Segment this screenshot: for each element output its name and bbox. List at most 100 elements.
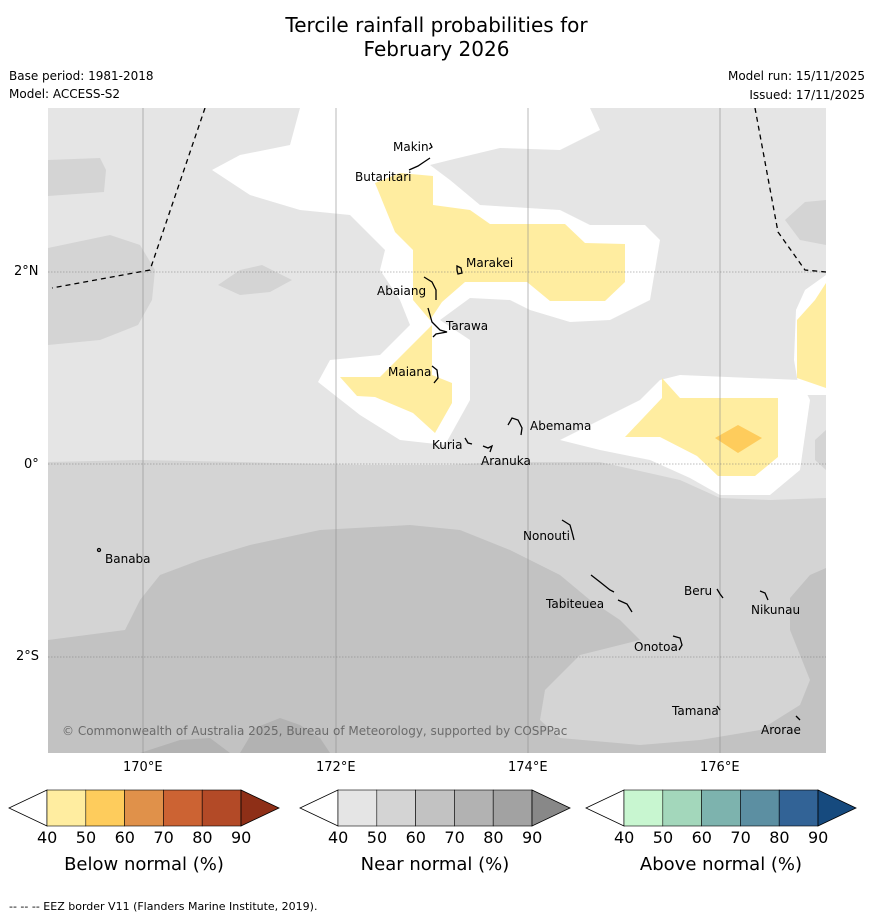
- colorbar-tick-label: 70: [730, 828, 751, 847]
- beru-island: [716, 588, 724, 599]
- nikunau-island: [759, 590, 769, 601]
- lat-tick-2s: 2°S: [16, 649, 40, 664]
- near-normal-patch: [815, 430, 826, 470]
- colorbar-segment: [623, 789, 664, 827]
- label-tarawa: Tarawa: [446, 319, 489, 333]
- colorbar-tick-label: 80: [769, 828, 790, 847]
- colorbar-segment: [740, 789, 780, 827]
- islands: [96, 142, 801, 721]
- below-normal-40-50-region: [375, 173, 625, 320]
- colorbar-title: Near normal (%): [360, 854, 510, 875]
- tamana-island: [716, 705, 721, 711]
- colorbar-tick-label: 90: [231, 828, 252, 847]
- abemama-island: [507, 417, 523, 436]
- near-normal-70-80-region: [140, 738, 230, 753]
- butaritari-island: [408, 157, 431, 171]
- colorbar-segment: [46, 789, 87, 827]
- label-abaiang: Abaiang: [377, 284, 427, 298]
- nonouti-island: [561, 519, 575, 541]
- colorbar-segment: [337, 789, 378, 827]
- tarawa-island: [427, 307, 448, 338]
- lon-tick-172e: 172°E: [316, 760, 356, 775]
- label-butaritari: Butaritari: [355, 170, 412, 184]
- label-aranuka: Aranuka: [481, 454, 531, 468]
- abaiang-island: [423, 276, 437, 300]
- label-beru: Beru: [684, 584, 713, 598]
- maiana-island: [431, 365, 439, 384]
- colorbar-tick-label: 90: [522, 828, 543, 847]
- onotoa-island: [672, 635, 683, 651]
- below-normal-40-50-region: [797, 283, 826, 388]
- near-normal-patch: [785, 200, 826, 245]
- label-abemama: Abemama: [530, 419, 592, 433]
- colorbar-over-extend: [240, 789, 280, 827]
- graticule-lat: [48, 271, 826, 658]
- kuria-island: [464, 437, 473, 445]
- colorbar-segment: [124, 789, 164, 827]
- label-kuria: Kuria: [432, 438, 463, 452]
- colorbar-under-extend: [8, 789, 48, 827]
- colorbar-group: [8, 789, 857, 827]
- near-normal-60-70-region: [48, 525, 826, 753]
- label-tabiteuea: Tabiteuea: [546, 597, 605, 611]
- issued-text: Issued: 17/11/2025: [749, 88, 865, 102]
- tabiteuea-island: [590, 574, 633, 613]
- aranuka-island: [482, 444, 494, 453]
- copyright-text: © Commonwealth of Australia 2025, Bureau…: [62, 724, 568, 738]
- colorbar-segment: [201, 789, 242, 827]
- colorbar-over-extend: [531, 789, 571, 827]
- map-title-line2: February 2026: [363, 37, 510, 61]
- colorbar-segment: [778, 789, 819, 827]
- graticule: [142, 108, 721, 753]
- near-normal-patch: [218, 265, 292, 295]
- label-nonouti: Nonouti: [523, 529, 570, 543]
- below-normal-40-50-region: [590, 378, 778, 476]
- lat-tick-0: 0°: [24, 457, 39, 472]
- map-title-line1: Tercile rainfall probabilities for: [285, 13, 588, 37]
- colorbar-tick-label: 60: [691, 828, 712, 847]
- eez-border: [51, 108, 826, 289]
- colorbar-under-extend: [585, 789, 625, 827]
- base-period-text: Base period: 1981-2018: [9, 69, 154, 83]
- below-normal-50-60-region: [715, 425, 762, 453]
- makin-island: [428, 142, 433, 150]
- colorbar-tick-label: 40: [614, 828, 635, 847]
- colorbar-tick-label: 70: [444, 828, 465, 847]
- colorbar-under-extend: [299, 789, 339, 827]
- colorbar-segment: [415, 789, 455, 827]
- colorbar-segment: [85, 789, 125, 827]
- lon-tick-176e: 176°E: [700, 760, 740, 775]
- colorbar-tick-label: 40: [328, 828, 349, 847]
- label-marakei: Marakei: [466, 256, 514, 270]
- colorbar-segment: [701, 789, 741, 827]
- below-normal-40-50-region: [340, 325, 452, 433]
- colorbar-tick-label: 50: [75, 828, 97, 847]
- marakei-island: [456, 264, 463, 275]
- eez-legend-note: -- -- -- EEZ border V11 (Flanders Marine…: [9, 900, 318, 913]
- near-normal-patch: [48, 235, 155, 345]
- colorbar-tick-label: 40: [37, 828, 58, 847]
- colorbar-tick-label: 50: [366, 828, 388, 847]
- near-normal-patch: [48, 158, 106, 196]
- lat-tick-2n: 2°N: [14, 264, 39, 279]
- colorbar-over-extend: [817, 789, 857, 827]
- colorbar-tick-label: 60: [405, 828, 426, 847]
- colorbar-title: Above normal (%): [639, 854, 803, 875]
- label-onotoa: Onotoa: [634, 640, 678, 654]
- colorbar-tick-label: 50: [652, 828, 674, 847]
- lon-tick-170e: 170°E: [123, 760, 163, 775]
- banaba-island: [96, 547, 102, 553]
- label-tamana: Tamana: [672, 704, 719, 718]
- label-arorae: Arorae: [761, 723, 801, 737]
- colorbar-tick-label: 60: [114, 828, 135, 847]
- colorbar-segment: [662, 789, 702, 827]
- label-maiana: Maiana: [388, 365, 432, 379]
- label-nikunau: Nikunau: [751, 603, 801, 617]
- colorbar-segment: [454, 789, 494, 827]
- near-normal-70-80-region: [240, 718, 330, 753]
- model-run-text: Model run: 15/11/2025: [727, 69, 865, 83]
- arorae-island: [795, 715, 801, 721]
- colorbar-tick-label: 80: [483, 828, 504, 847]
- colorbar-tick-label: 90: [808, 828, 829, 847]
